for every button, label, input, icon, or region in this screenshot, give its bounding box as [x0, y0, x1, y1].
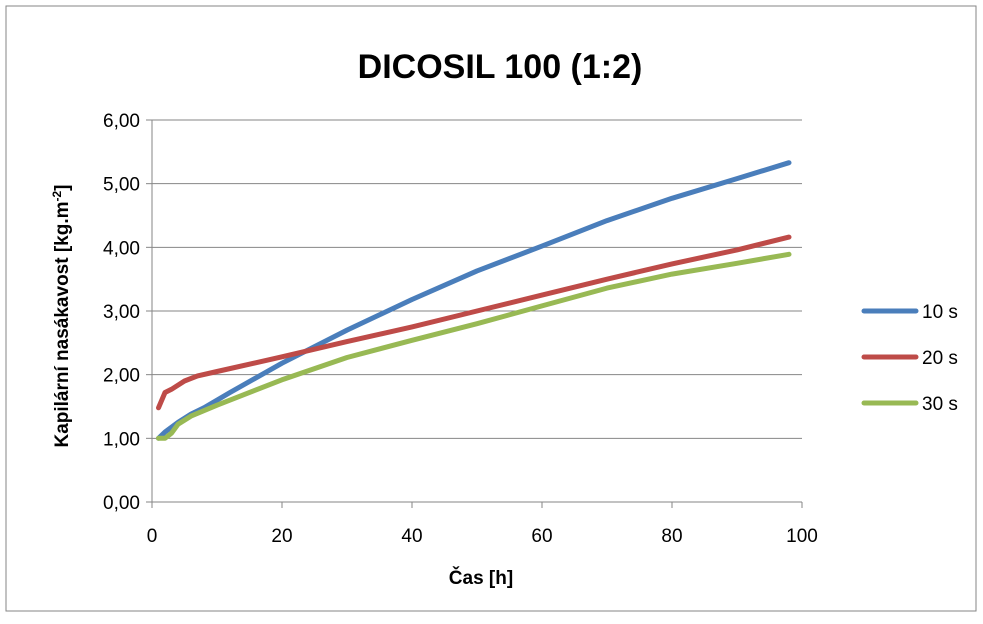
legend-label: 10 s [922, 302, 958, 323]
y-tick-label: 4,00 [103, 238, 140, 259]
y-tick-label: 2,00 [103, 366, 140, 387]
series-line-30s [156, 251, 792, 441]
x-tick-label: 40 [401, 526, 422, 547]
y-tick-label: 3,00 [103, 302, 140, 323]
y-axis-label-end: ] [52, 184, 73, 190]
y-axis-label-sup: -2 [50, 190, 64, 201]
y-tick-label: 1,00 [103, 429, 140, 450]
x-tick-label: 0 [147, 526, 158, 547]
tick-labels: 0,00 1,00 2,00 3,00 4,00 5,00 6,00 0 20 40 60 80 100 [103, 111, 818, 547]
legend-label: 20 s [922, 348, 958, 369]
series-line-20s [156, 234, 792, 411]
y-axis-label-main: Kapilární nasákavost [kg.m [52, 201, 73, 447]
legend: 10 s 20 s 30 s [861, 302, 958, 415]
chart-title: DICOSIL 100 (1:2) [358, 48, 643, 86]
y-axis-label: Kapilární nasákavost [kg.m-2] [50, 184, 73, 447]
x-tick-label: 100 [786, 526, 818, 547]
y-tick-label: 0,00 [103, 493, 140, 514]
x-tick-label: 80 [661, 526, 682, 547]
axes [146, 119, 803, 508]
x-axis-label: Čas [h] [449, 567, 513, 589]
x-tick-label: 20 [271, 526, 292, 547]
y-tick-label: 6,00 [103, 111, 140, 132]
legend-label: 30 s [922, 394, 958, 415]
x-tick-label: 60 [531, 526, 552, 547]
y-tick-label: 5,00 [103, 175, 140, 196]
series-lines [156, 160, 792, 441]
